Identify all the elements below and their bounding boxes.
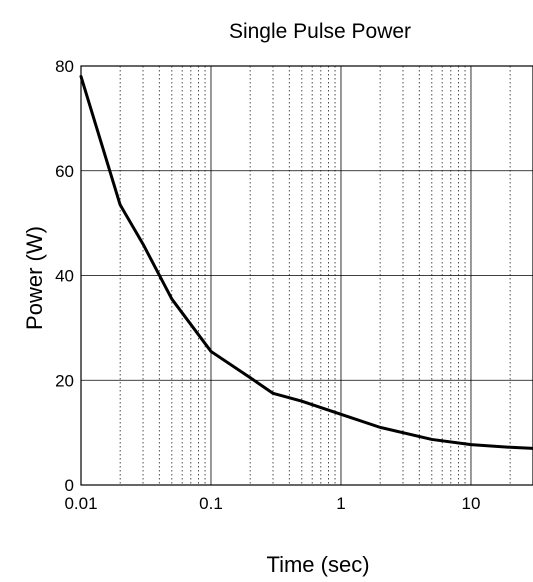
series-layer bbox=[79, 74, 533, 450]
x-tick-label: 1 bbox=[336, 494, 345, 513]
x-tick-label: 0.01 bbox=[64, 494, 97, 513]
power-series-line bbox=[79, 74, 533, 450]
tick-labels: 0.01 0.1 1 10 0 20 40 60 80 bbox=[55, 57, 480, 513]
x-tick-label: 10 bbox=[462, 494, 481, 513]
y-tick-label: 80 bbox=[55, 57, 74, 76]
y-tick-label: 40 bbox=[55, 267, 74, 286]
x-axis-label: Time (sec) bbox=[266, 552, 369, 577]
y-axis-label: Power (W) bbox=[22, 226, 47, 330]
y-tick-label: 0 bbox=[65, 476, 74, 495]
plot-frame bbox=[80, 65, 533, 486]
chart-title: Single Pulse Power bbox=[229, 20, 411, 43]
grid bbox=[81, 66, 533, 485]
y-tick-label: 20 bbox=[55, 371, 74, 390]
x-tick-label: 0.1 bbox=[199, 494, 223, 513]
y-tick-label: 60 bbox=[55, 162, 74, 181]
